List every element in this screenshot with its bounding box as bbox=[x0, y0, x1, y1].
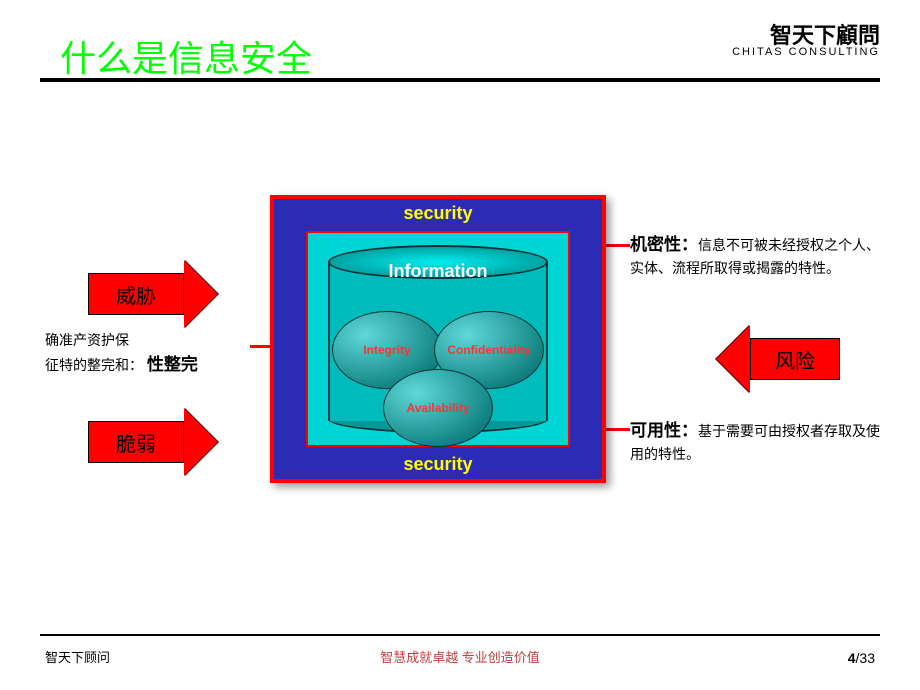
footer-center: 智慧成就卓越 专业创造价值 bbox=[380, 647, 540, 666]
arrow-vuln: 脆弱 bbox=[88, 408, 218, 476]
annotation-integrity: 确准产资护保 征特的整完和： 性整完 bbox=[45, 330, 260, 375]
page-title: 什么是信息安全 bbox=[60, 30, 312, 82]
footer: 智天下顾问 智慧成就卓越 专业创造价值 4/33 bbox=[0, 640, 920, 690]
bottom-rule bbox=[40, 634, 880, 636]
anno-integrity-line2b: 性整完 bbox=[147, 355, 198, 374]
egg-availability: Availability bbox=[383, 369, 493, 447]
arrow-threat-label: 威胁 bbox=[88, 273, 184, 315]
connector-conf-h bbox=[606, 244, 630, 247]
security-label-top: security bbox=[403, 203, 472, 224]
footer-left: 智天下顾问 bbox=[45, 647, 110, 666]
connector-avail-h bbox=[606, 428, 630, 431]
information-label: Information bbox=[389, 261, 488, 282]
arrow-risk: 风险 bbox=[716, 325, 840, 393]
information-cylinder: Information Integrity Confidentiality Av… bbox=[318, 243, 558, 435]
egg-avail-label: Availability bbox=[407, 401, 470, 415]
header: 什么是信息安全 智天下顧問 CHITAS CONSULTING bbox=[0, 0, 920, 80]
inner-box: Information Integrity Confidentiality Av… bbox=[306, 231, 570, 447]
arrow-vuln-label: 脆弱 bbox=[88, 421, 184, 463]
arrow-head-icon bbox=[184, 260, 218, 328]
anno-avail-bold: 可用性： bbox=[630, 421, 698, 440]
anno-integrity-line1: 确准产资护保 bbox=[45, 332, 129, 348]
egg-integrity-label: Integrity bbox=[363, 343, 410, 357]
arrow-risk-label: 风险 bbox=[750, 338, 840, 380]
arrow-threat: 威胁 bbox=[88, 260, 218, 328]
annotation-confidentiality: 机密性：信息不可被未经授权之个人、实体、流程所取得或揭露的特性。 bbox=[630, 232, 880, 279]
security-label-bottom: security bbox=[403, 454, 472, 475]
footer-page: 4/33 bbox=[848, 650, 875, 666]
page-current: 4 bbox=[848, 650, 856, 666]
security-diagram: security security security security Info… bbox=[270, 195, 606, 483]
annotation-availability: 可用性：基于需要可由授权者存取及使用的特性。 bbox=[630, 418, 880, 465]
egg-conf-label: Confidentiality bbox=[447, 343, 530, 357]
arrow-head-icon bbox=[184, 408, 218, 476]
arrow-head-icon bbox=[716, 325, 750, 393]
top-rule bbox=[40, 78, 880, 82]
page-total: /33 bbox=[856, 650, 875, 666]
anno-integrity-line2a: 征特的整完和： bbox=[45, 357, 143, 373]
anno-conf-bold: 机密性： bbox=[630, 235, 698, 254]
logo-en: CHITAS CONSULTING bbox=[732, 46, 880, 58]
